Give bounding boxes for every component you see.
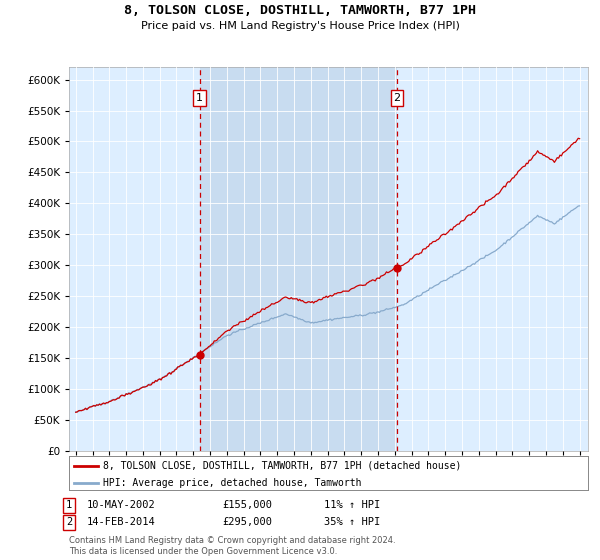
Text: £295,000: £295,000 — [222, 517, 272, 528]
Text: HPI: Average price, detached house, Tamworth: HPI: Average price, detached house, Tamw… — [103, 478, 361, 488]
Text: 1: 1 — [196, 93, 203, 103]
Text: 10-MAY-2002: 10-MAY-2002 — [87, 500, 156, 510]
Bar — [200, 67, 397, 451]
Text: 2: 2 — [66, 517, 72, 528]
Text: 2: 2 — [393, 93, 400, 103]
Text: £155,000: £155,000 — [222, 500, 272, 510]
Text: 1: 1 — [66, 500, 72, 510]
Text: Contains HM Land Registry data © Crown copyright and database right 2024.
This d: Contains HM Land Registry data © Crown c… — [69, 536, 395, 556]
Text: 11% ↑ HPI: 11% ↑ HPI — [324, 500, 380, 510]
Text: 35% ↑ HPI: 35% ↑ HPI — [324, 517, 380, 528]
Text: Price paid vs. HM Land Registry's House Price Index (HPI): Price paid vs. HM Land Registry's House … — [140, 21, 460, 31]
Text: 8, TOLSON CLOSE, DOSTHILL, TAMWORTH, B77 1PH: 8, TOLSON CLOSE, DOSTHILL, TAMWORTH, B77… — [124, 4, 476, 17]
Text: 8, TOLSON CLOSE, DOSTHILL, TAMWORTH, B77 1PH (detached house): 8, TOLSON CLOSE, DOSTHILL, TAMWORTH, B77… — [103, 461, 461, 471]
Text: 14-FEB-2014: 14-FEB-2014 — [87, 517, 156, 528]
